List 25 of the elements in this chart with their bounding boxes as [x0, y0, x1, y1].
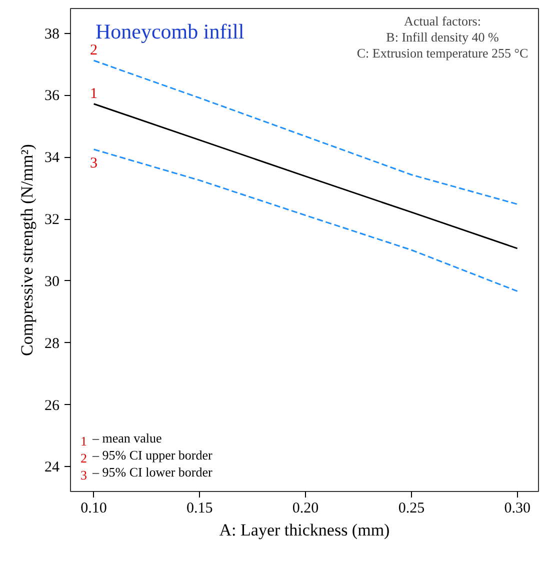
x-tick-label: 0.30 — [504, 500, 530, 516]
y-tick-label: 32 — [44, 212, 60, 228]
y-tick-label: 34 — [44, 150, 60, 166]
annotation: 1 — [90, 86, 98, 102]
text: Honeycomb infill — [96, 20, 244, 44]
annotation: Actual factors: — [404, 14, 481, 28]
y-tick-label: 28 — [44, 336, 60, 352]
y-axis-title: Compressive strength (N/mm²) — [18, 144, 36, 356]
x-tick-label: 0.10 — [80, 500, 107, 516]
x-axis-title: A: Layer thickness (mm) — [219, 520, 390, 540]
annotation: 3 — [90, 155, 98, 172]
x-tick-label: 0.25 — [398, 500, 425, 516]
y-tick-label: 38 — [44, 26, 60, 42]
y-tick-label: 26 — [44, 398, 60, 414]
annotation: C: Extrusion temperature 255 °C — [356, 46, 528, 60]
y-tick-label: 24 — [44, 460, 60, 476]
x-tick-label: 0.20 — [292, 500, 319, 516]
annotation: 1 – mean value — [80, 430, 162, 448]
annotation: 2 — [90, 42, 98, 59]
annotation: 2 – 95% CI upper border — [80, 448, 214, 466]
y-tick-label: 36 — [44, 88, 60, 104]
annotation: 3 – 95% CI lower border — [80, 464, 214, 482]
y-tick-label: 30 — [44, 274, 60, 290]
annotation: B: Infill density 40 % — [386, 30, 499, 44]
x-tick-label: 0.15 — [186, 500, 213, 516]
